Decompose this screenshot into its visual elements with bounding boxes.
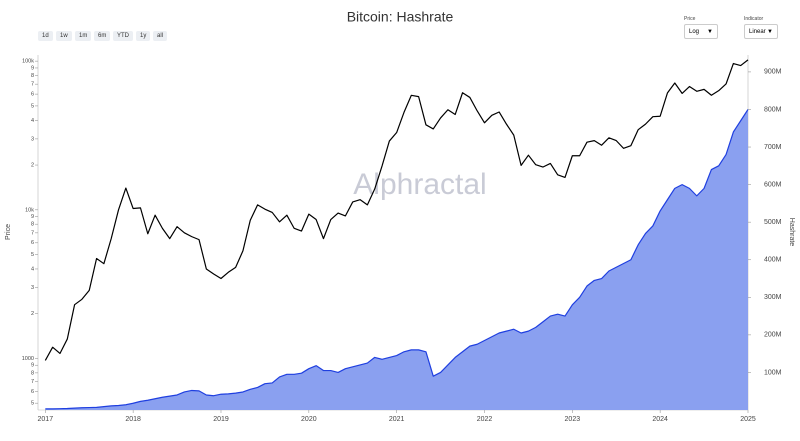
y2-tick-label: 300M — [764, 294, 782, 301]
y-tick-label: 8 — [31, 73, 34, 79]
y-tick-label: 9 — [31, 214, 34, 220]
y2-tick-label: 800M — [764, 106, 782, 113]
y-tick-label: 3 — [31, 136, 34, 142]
x-tick-label: 2024 — [652, 416, 668, 423]
dropdown-arrow: ▼ — [707, 29, 713, 35]
chart-title: Bitcoin: Hashrate — [347, 9, 454, 25]
y-tick-label: 7 — [31, 379, 34, 385]
x-tick-label: 2022 — [477, 416, 493, 423]
range-button[interactable]: YTD — [113, 31, 133, 41]
area — [45, 109, 748, 410]
price-scale-label: Price — [684, 16, 696, 22]
x-tick-label: 2025 — [740, 416, 756, 423]
indicator-dropdown[interactable]: Linear ▼ — [744, 24, 778, 39]
price-scale-value: Log — [689, 29, 700, 35]
y-tick-label: 6 — [31, 389, 34, 395]
range-button[interactable]: 6m — [94, 31, 111, 41]
y2-tick-label: 100M — [764, 369, 782, 376]
price-scale-dropdown[interactable]: Log ▼ — [684, 24, 718, 39]
y2-tick-label: 900M — [764, 69, 782, 76]
x-tick-label: 2021 — [389, 416, 405, 423]
y-tick-label: 5 — [31, 252, 34, 258]
y-tick-label: 5 — [31, 103, 34, 109]
y-tick-label: 8 — [31, 222, 34, 228]
y2-tick-label: 700M — [764, 144, 782, 151]
y-tick-label: 100k — [22, 59, 34, 65]
y-tick-label: 2 — [31, 163, 34, 169]
dropdown-arrow: ▼ — [767, 29, 773, 35]
y-tick-label: 2 — [31, 311, 34, 317]
x-tick-label: 2023 — [565, 416, 581, 423]
y-tick-label: 10k — [25, 207, 34, 213]
watermark: Alphractal — [353, 168, 486, 201]
y-tick-label: 8 — [31, 370, 34, 376]
y-tick-label: 7 — [31, 230, 34, 236]
range-button[interactable]: 1w — [56, 31, 72, 41]
x-tick-label: 2019 — [213, 416, 229, 423]
range-button[interactable]: 1d — [38, 31, 53, 41]
y2-tick-label: 200M — [764, 332, 782, 339]
y2-axis-label: Hashrate — [788, 218, 795, 247]
y-axis-label: Price — [5, 224, 12, 240]
y-tick-label: 9 — [31, 65, 34, 71]
y2-tick-label: 400M — [764, 257, 782, 264]
indicator-label: Indicator — [744, 16, 764, 22]
y-tick-label: 5 — [31, 401, 34, 407]
y-tick-label: 9 — [31, 363, 34, 369]
x-tick-label: 2017 — [38, 416, 54, 423]
x-tick-label: 2020 — [301, 416, 317, 423]
y-tick-label: 4 — [31, 118, 34, 124]
y-tick-label: 1000 — [22, 356, 34, 362]
y-tick-label: 4 — [31, 266, 34, 272]
range-button[interactable]: all — [153, 31, 168, 41]
y2-tick-label: 600M — [764, 181, 782, 188]
y-tick-label: 6 — [31, 92, 34, 98]
y2-tick-label: 500M — [764, 219, 782, 226]
x-tick-label: 2018 — [125, 416, 141, 423]
y-tick-label: 3 — [31, 285, 34, 291]
y-tick-label: 6 — [31, 240, 34, 246]
y-tick-label: 7 — [31, 82, 34, 88]
line — [44, 59, 749, 361]
range-button[interactable]: 1y — [136, 31, 151, 41]
range-button[interactable]: 1m — [75, 31, 92, 41]
indicator-value: Linear — [749, 29, 766, 35]
line — [45, 109, 749, 410]
